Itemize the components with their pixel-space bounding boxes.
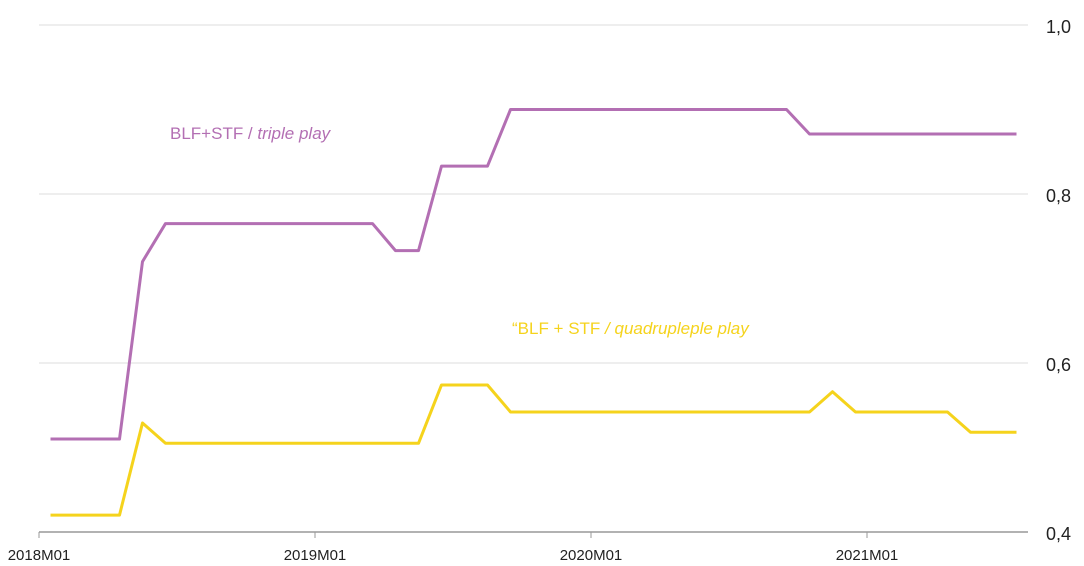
series-line bbox=[50, 383, 1017, 517]
annotation: BLF+STF / triple play bbox=[170, 124, 332, 143]
x-tick-label: 2021M01 bbox=[836, 547, 899, 564]
y-tick-label: 0,4 bbox=[1046, 524, 1071, 544]
annotation-text: BLF+STF / bbox=[170, 124, 257, 143]
annotation-italic: triple play bbox=[257, 124, 331, 143]
y-tick-label: 0,6 bbox=[1046, 355, 1071, 375]
y-tick-label: 0,8 bbox=[1046, 186, 1071, 206]
x-tick-label: 2020M01 bbox=[560, 547, 623, 564]
annotation-text: “BLF + STF bbox=[512, 319, 605, 338]
annotation: “BLF + STF / quadrupleple play bbox=[512, 319, 750, 338]
x-tick-label: 2019M01 bbox=[284, 547, 347, 564]
annotation-italic: / quadrupleple play bbox=[604, 319, 750, 338]
x-tick-label: 2018M01 bbox=[8, 547, 71, 564]
y-tick-label: 1,0 bbox=[1046, 17, 1071, 37]
series-line bbox=[50, 108, 1017, 441]
